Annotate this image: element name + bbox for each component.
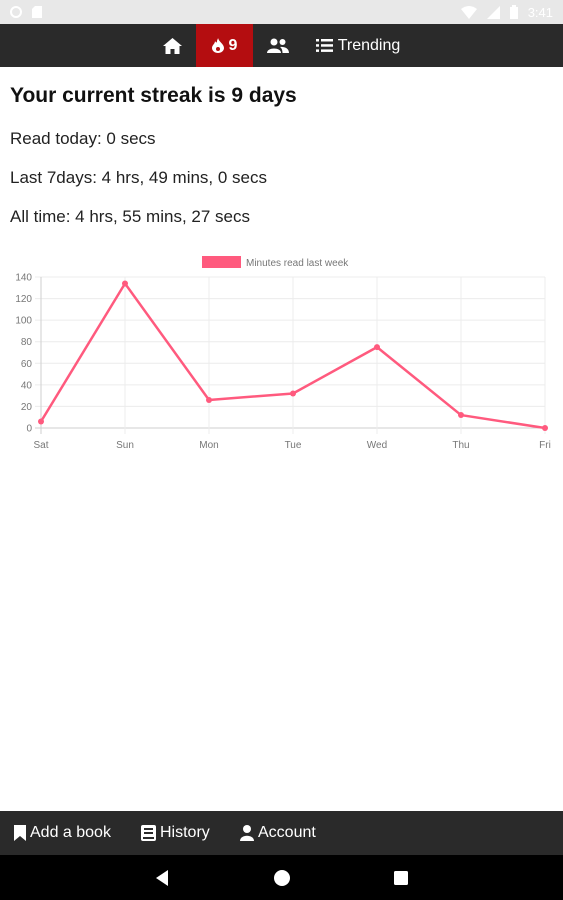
x-tick-label: Sat xyxy=(33,440,48,451)
y-tick-label: 60 xyxy=(21,359,33,370)
history-button[interactable]: History xyxy=(141,811,210,855)
system-nav-bar xyxy=(0,855,563,900)
list-icon xyxy=(315,39,333,52)
trending-label: Trending xyxy=(337,36,401,54)
data-point xyxy=(206,396,212,403)
streak-count: 9 xyxy=(228,36,238,54)
chart-container: 0 20 40 60 80 100 120 140 Sat Sun Mon Tue Wed Thu Fri M… xyxy=(0,250,563,460)
y-tick-label: 40 xyxy=(21,380,33,391)
x-tick-label: Wed xyxy=(367,440,387,451)
friends-button[interactable] xyxy=(253,24,303,67)
data-point xyxy=(290,390,296,397)
data-point xyxy=(458,412,464,419)
home-icon xyxy=(162,37,182,54)
top-nav: 9 Trending xyxy=(0,24,563,67)
x-tick-label: Tue xyxy=(285,440,302,451)
y-tick-label: 140 xyxy=(15,273,32,284)
sd-card-icon xyxy=(32,6,42,18)
bottom-nav: Add a book History Account xyxy=(0,811,563,855)
y-tick-label: 80 xyxy=(21,337,33,348)
summary-section: Your current streak is 9 days Read today… xyxy=(10,67,553,227)
status-time: 3:41 xyxy=(527,4,553,20)
account-button[interactable]: Account xyxy=(240,811,316,855)
status-bar: 3:41 xyxy=(0,0,563,24)
page-title: Your current streak is 9 days xyxy=(10,84,297,107)
data-point xyxy=(122,280,128,287)
streak-tab[interactable]: 9 xyxy=(196,24,253,67)
x-tick-label: Fri xyxy=(539,440,551,451)
minutes-chart: 0 20 40 60 80 100 120 140 Sat Sun Mon Tue Wed Thu Fri M… xyxy=(15,256,551,451)
users-icon xyxy=(267,38,289,53)
bookmark-icon xyxy=(14,825,26,841)
y-tick-label: 20 xyxy=(21,402,33,413)
legend-label: Minutes read last week xyxy=(246,258,349,269)
home-button[interactable] xyxy=(148,24,196,67)
data-point xyxy=(38,418,44,425)
y-tick-label: 0 xyxy=(26,424,32,435)
y-tick-label: 120 xyxy=(15,294,32,305)
sync-icon xyxy=(10,6,22,18)
add-book-button[interactable]: Add a book xyxy=(14,811,111,855)
back-icon[interactable] xyxy=(152,867,174,889)
wifi-icon xyxy=(460,5,477,19)
user-icon xyxy=(240,825,254,841)
legend-swatch xyxy=(202,256,241,268)
x-tick-label: Mon xyxy=(199,440,218,451)
history-label: History xyxy=(160,824,210,841)
read-today-text: Read today: 0 secs xyxy=(10,129,156,148)
add-book-label: Add a book xyxy=(30,824,111,841)
fire-icon xyxy=(211,38,224,53)
book-icon xyxy=(141,825,156,841)
x-tick-label: Sun xyxy=(116,440,134,451)
battery-icon xyxy=(509,5,518,19)
all-time-text: All time: 4 hrs, 55 mins, 27 secs xyxy=(10,207,250,226)
last-7days-text: Last 7days: 4 hrs, 49 mins, 0 secs xyxy=(10,168,268,187)
y-tick-label: 100 xyxy=(15,316,32,327)
data-point xyxy=(374,344,380,351)
recents-icon[interactable] xyxy=(390,867,412,889)
signal-icon xyxy=(486,5,500,19)
data-point xyxy=(542,425,548,431)
account-label: Account xyxy=(258,824,316,841)
x-tick-label: Thu xyxy=(452,440,469,451)
trending-tab[interactable]: Trending xyxy=(303,24,413,67)
home-circle-icon[interactable] xyxy=(271,867,293,889)
